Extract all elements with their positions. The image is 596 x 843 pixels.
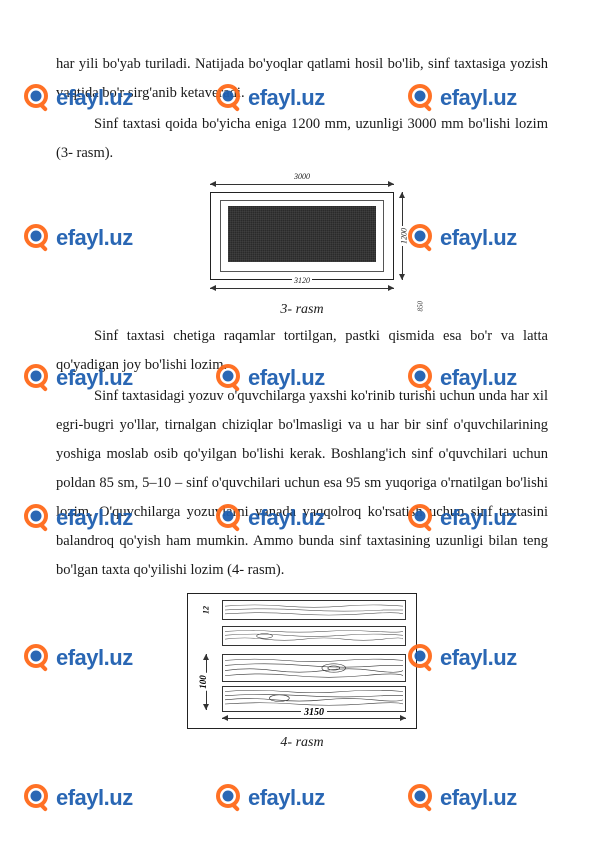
figure-3-caption: 3- rasm bbox=[56, 302, 548, 318]
figure-3-container: 3000 1200 3120 850 bbox=[56, 176, 548, 296]
wood-grain-icon bbox=[225, 689, 403, 709]
fig3-dim-right-label: 1200 bbox=[400, 226, 409, 246]
wood-grain-icon bbox=[225, 629, 403, 643]
fig4-plank-3 bbox=[222, 654, 406, 682]
paragraph-3: Sinf taxtasi chetiga raqamlar tortilgan,… bbox=[56, 322, 548, 380]
paragraph-2: Sinf taxtasi qoida bo'yicha eniga 1200 m… bbox=[56, 110, 548, 168]
fig4-dim-left: 100 bbox=[196, 654, 216, 710]
fig3-dim-top-label: 3000 bbox=[292, 172, 312, 181]
wood-grain-icon bbox=[225, 657, 403, 679]
fig4-dim-top-small-label: 12 bbox=[202, 606, 211, 614]
fig4-dim-left-label: 100 bbox=[198, 673, 208, 691]
fig3-dim-bottom: 3120 bbox=[210, 284, 394, 294]
figure-3: 3000 1200 3120 850 bbox=[192, 176, 412, 296]
fig3-dim-top: 3000 bbox=[210, 180, 394, 190]
fig4-dim-bottom-label: 3150 bbox=[301, 707, 327, 718]
fig4-dim-top-small: 12 bbox=[204, 600, 218, 620]
fig3-board-surface bbox=[228, 206, 376, 262]
paragraph-1: har yili bo'yab turiladi. Natijada bo'yo… bbox=[56, 50, 548, 108]
figure-4-container: 12 bbox=[56, 593, 548, 729]
fig4-plank-1 bbox=[222, 600, 406, 620]
fig3-dim-right: 1200 bbox=[396, 192, 410, 280]
figure-4: 12 bbox=[187, 593, 417, 729]
figure-4-caption: 4- rasm bbox=[56, 735, 548, 751]
fig4-dim-bottom: 3150 bbox=[222, 713, 406, 725]
fig3-dim-corner-label: 850 bbox=[416, 301, 424, 312]
paragraph-4: Sinf taxtasidagi yozuv o'quvchilarga yax… bbox=[56, 382, 548, 585]
fig3-dim-bottom-label: 3120 bbox=[292, 276, 312, 285]
fig4-plank-2 bbox=[222, 626, 406, 646]
document-page: har yili bo'yab turiladi. Natijada bo'yo… bbox=[0, 0, 596, 843]
wood-grain-icon bbox=[225, 603, 403, 617]
